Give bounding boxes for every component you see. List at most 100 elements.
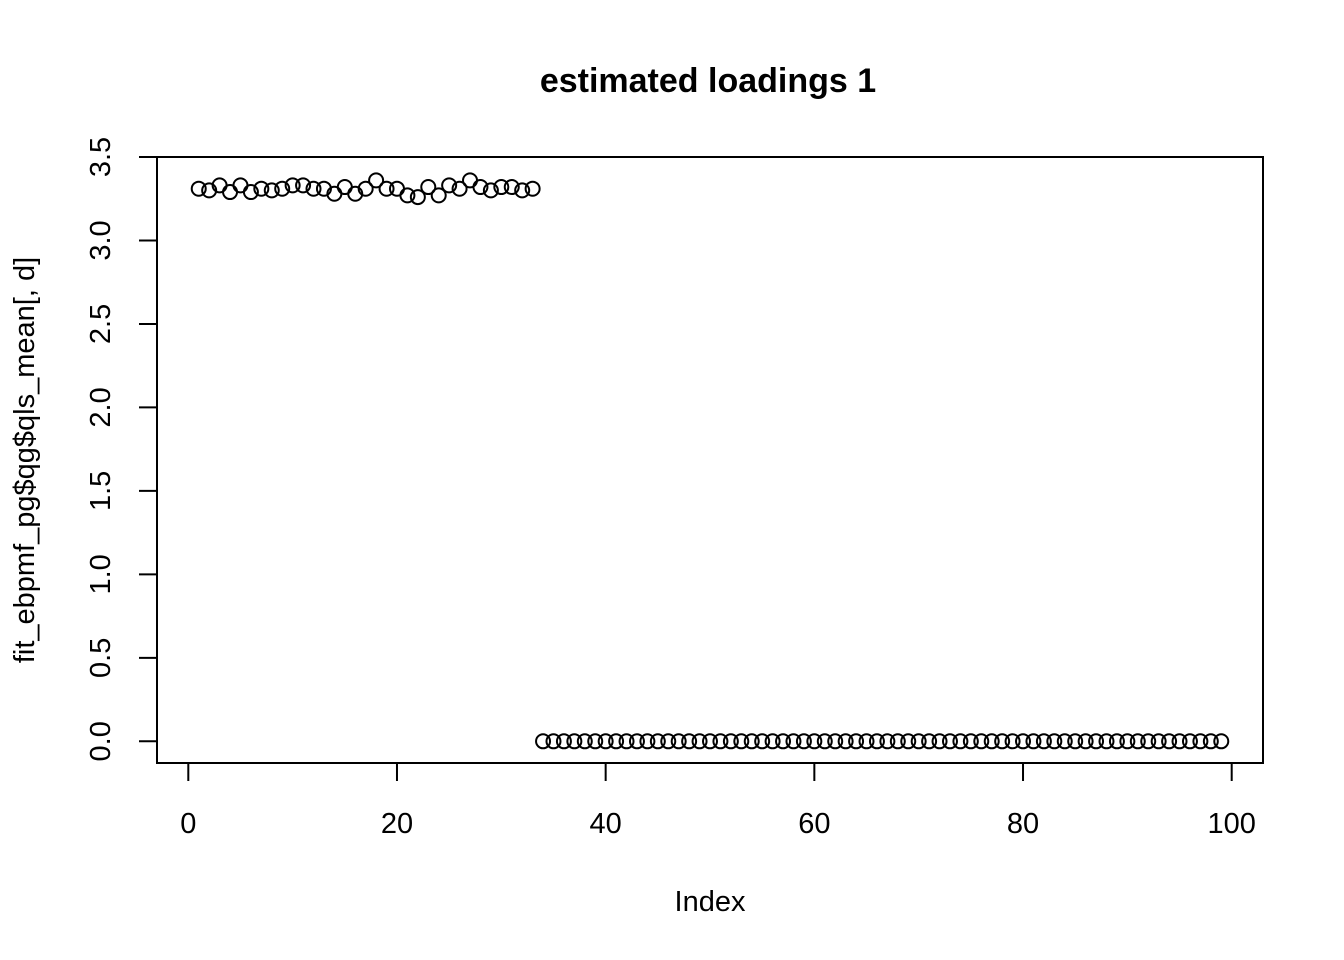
data-point [962, 733, 979, 750]
data-point [1213, 733, 1230, 750]
data-point [785, 733, 802, 750]
data-point [931, 733, 948, 750]
data-point [430, 187, 447, 204]
data-point [1046, 733, 1063, 750]
y-tick-label: 2.5 [85, 304, 117, 344]
data-point [566, 733, 583, 750]
data-point [670, 733, 687, 750]
data-point [775, 733, 792, 750]
data-point [295, 177, 312, 194]
data-point [868, 733, 885, 750]
data-point [879, 733, 896, 750]
data-point [941, 733, 958, 750]
x-axis-label: Index [675, 886, 746, 918]
data-point [618, 733, 635, 750]
data-point [451, 180, 468, 197]
data-point [597, 733, 614, 750]
data-point [576, 733, 593, 750]
data-point [973, 733, 990, 750]
data-point [681, 733, 698, 750]
data-point [722, 733, 739, 750]
x-tick-label: 100 [1208, 808, 1256, 840]
x-axis: 0 20 40 60 80 100 [180, 762, 1256, 840]
data-point [952, 733, 969, 750]
data-point [702, 733, 718, 750]
data-point [420, 179, 437, 196]
data-point [555, 733, 572, 750]
data-point [1108, 733, 1125, 750]
data-point [1140, 733, 1157, 750]
data-point [462, 172, 479, 189]
data-point [514, 182, 531, 199]
data-point [827, 733, 844, 750]
y-axis-label: fit_ebpmf_pg$qg$qls_mean[, d] [9, 257, 41, 663]
data-point [1181, 733, 1198, 750]
data-point [545, 733, 562, 750]
data-point [378, 180, 395, 197]
data-point [503, 179, 520, 196]
data-point [858, 733, 875, 750]
data-point [242, 184, 259, 201]
data-point [848, 733, 865, 750]
data-point [368, 172, 385, 189]
data-point [232, 177, 249, 194]
data-point [889, 733, 906, 750]
data-point [357, 180, 374, 197]
data-point [649, 733, 666, 750]
x-tick-label: 20 [381, 808, 413, 840]
data-point [816, 733, 833, 750]
data-point [806, 733, 823, 750]
data-point [921, 733, 938, 750]
data-point [1015, 733, 1032, 750]
data-point [1035, 733, 1052, 750]
data-point [910, 733, 927, 750]
data-point [1098, 733, 1115, 750]
x-tick-label: 40 [590, 808, 622, 840]
data-point [305, 180, 322, 197]
data-point [587, 733, 604, 750]
data-point [1056, 733, 1073, 750]
plot-frame [156, 156, 1264, 764]
data-point [1161, 733, 1178, 750]
y-axis: 0.0 0.5 1.0 1.5 2.0 2.5 3.0 3.5 [85, 137, 158, 761]
data-point [1025, 733, 1042, 750]
y-tick-label: 1.5 [85, 471, 117, 511]
data-point [691, 733, 708, 750]
y-tick-label: 0.5 [85, 638, 117, 678]
data-point [409, 189, 426, 206]
data-point [535, 733, 552, 750]
data-point [764, 733, 781, 750]
data-point [983, 733, 1000, 750]
x-tick-label: 0 [180, 808, 196, 840]
data-point [1067, 733, 1084, 750]
data-point [712, 733, 729, 750]
data-point [482, 182, 499, 199]
data-point [795, 733, 812, 750]
data-point [743, 733, 760, 750]
data-point [900, 733, 917, 750]
data-point [733, 733, 750, 750]
data-point [837, 733, 854, 750]
data-point [222, 184, 239, 201]
data-point [274, 180, 291, 197]
data-point [1077, 733, 1094, 750]
chart-title: estimated loadings 1 [540, 62, 876, 100]
data-point [1119, 733, 1136, 750]
data-point [284, 177, 301, 194]
data-point [441, 177, 458, 194]
data-point [1202, 733, 1219, 750]
data-point [493, 179, 510, 196]
data-point [336, 179, 353, 196]
y-tick-label: 3.5 [85, 137, 117, 177]
data-point [1150, 733, 1167, 750]
data-point [1088, 733, 1105, 750]
data-point [1004, 733, 1021, 750]
data-point [253, 180, 270, 197]
data-point [608, 733, 625, 750]
data-point [388, 180, 405, 197]
x-tick-label: 80 [1007, 808, 1039, 840]
data-point [472, 179, 489, 196]
x-tick-label: 60 [798, 808, 830, 840]
data-point [994, 733, 1011, 750]
